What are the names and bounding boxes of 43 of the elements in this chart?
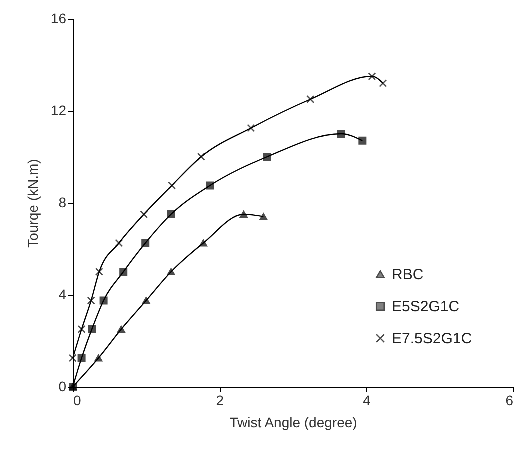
point: [260, 213, 268, 220]
point: [88, 325, 96, 334]
point: [140, 210, 148, 219]
legend-label: E5S2G1C: [392, 298, 460, 316]
point: [358, 136, 367, 145]
x-axis-title: Twist Angle (degree): [230, 414, 358, 430]
x-tick-label: 2: [216, 392, 224, 408]
x-tick-label: 0: [74, 392, 82, 408]
point: [167, 210, 176, 219]
point: [168, 182, 176, 190]
point: [78, 354, 86, 362]
legend-label: RBC: [392, 266, 424, 284]
point: [94, 354, 103, 362]
y-tick-label: 0: [58, 378, 67, 394]
point: [142, 239, 150, 248]
point: [167, 268, 176, 276]
y-tick-label: 16: [50, 10, 67, 26]
point: [78, 325, 86, 334]
point: [368, 72, 376, 81]
point: [379, 79, 388, 88]
point: [263, 152, 272, 162]
y-tick-label: 4: [58, 286, 67, 302]
point: [337, 130, 346, 138]
point: [115, 239, 124, 248]
point: [100, 296, 108, 305]
y-tick-label: 12: [50, 102, 67, 118]
x-tick-label: 4: [362, 392, 371, 408]
point: [200, 240, 208, 247]
point: [117, 326, 126, 334]
point: [68, 354, 78, 362]
point: [197, 152, 206, 162]
point: [95, 268, 104, 276]
y-axis-title: Tourqe (kN.m): [24, 159, 41, 248]
point: [142, 297, 150, 304]
point: [206, 182, 214, 190]
point: [87, 296, 96, 305]
point: [240, 210, 248, 218]
legend-label: E7.5S2G1C: [392, 330, 472, 348]
x-tick-label: 6: [506, 392, 514, 408]
point: [120, 268, 128, 276]
point: [247, 124, 256, 132]
y-tick-label: 8: [58, 194, 67, 210]
point: [306, 95, 315, 104]
